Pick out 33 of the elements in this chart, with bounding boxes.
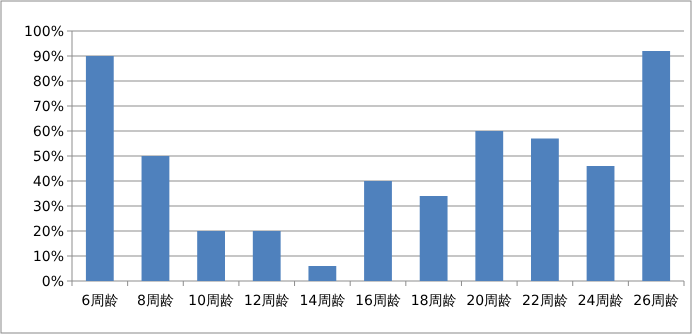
y-tick-label: 30%	[32, 199, 64, 215]
y-tick-label: 20%	[32, 224, 64, 240]
bar	[308, 266, 336, 281]
x-tick-label: 10周龄	[188, 293, 234, 309]
y-tick-label: 80%	[32, 74, 64, 90]
bar	[586, 166, 614, 281]
y-tick-label: 0%	[42, 274, 64, 290]
x-tick-label: 24周龄	[578, 293, 624, 309]
x-tick-label: 16周龄	[355, 293, 401, 309]
y-tick-label: 60%	[32, 124, 64, 140]
x-tick-label: 6周龄	[81, 293, 118, 309]
bar	[142, 156, 170, 281]
y-tick-label: 70%	[32, 99, 64, 115]
y-tick-label: 50%	[32, 149, 64, 165]
x-tick-label: 12周龄	[244, 293, 290, 309]
x-tick-label: 8周龄	[136, 293, 174, 309]
x-tick-label: 20周龄	[466, 293, 512, 309]
x-tick-label: 26周龄	[633, 293, 680, 309]
x-tick-label: 22周龄	[522, 293, 568, 309]
bar	[197, 231, 225, 281]
bar	[364, 181, 392, 281]
y-tick-label: 90%	[32, 49, 64, 65]
bar	[531, 138, 559, 281]
x-tick-label: 18周龄	[410, 293, 457, 309]
y-tick-label: 10%	[32, 249, 64, 265]
bar	[420, 196, 448, 281]
x-tick-label: 14周龄	[299, 293, 346, 309]
bar	[642, 51, 670, 281]
bar	[475, 131, 504, 281]
bar	[252, 231, 281, 281]
bar	[86, 56, 114, 281]
y-tick-label: 40%	[32, 174, 64, 190]
y-tick-label: 100%	[24, 24, 64, 40]
